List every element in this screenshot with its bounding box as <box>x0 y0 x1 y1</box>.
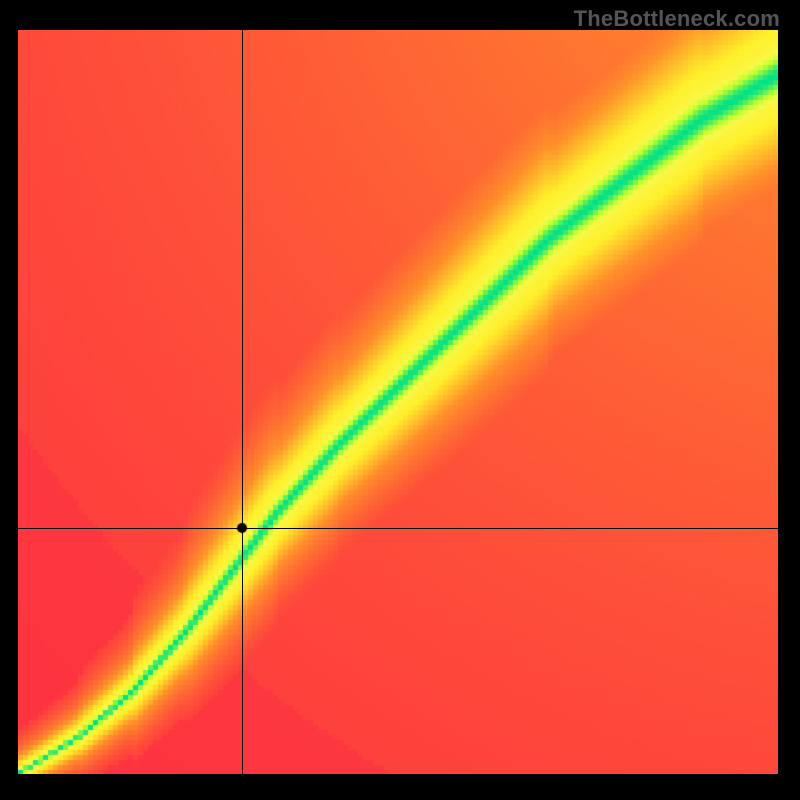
crosshair-horizontal <box>18 528 778 529</box>
crosshair-point <box>236 522 248 534</box>
bottleneck-heatmap <box>18 30 778 774</box>
watermark-text: TheBottleneck.com <box>574 6 780 32</box>
crosshair-vertical <box>242 30 243 774</box>
